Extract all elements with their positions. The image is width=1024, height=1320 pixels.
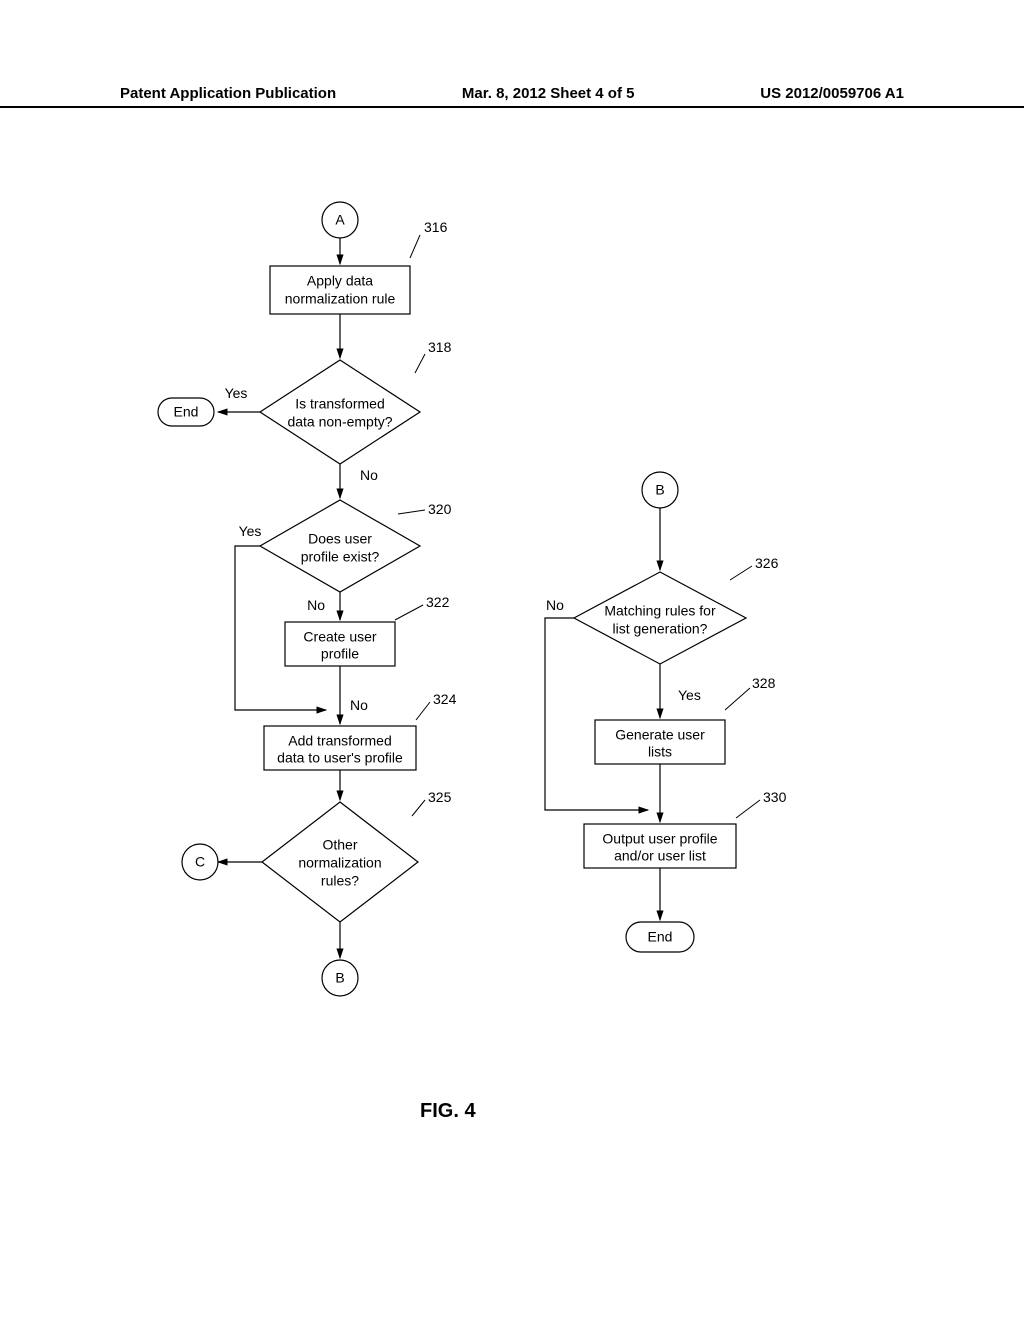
end-right-label: End [648, 929, 673, 945]
ref-318: 318 [428, 339, 452, 355]
label-yes-326: Yes [678, 687, 701, 703]
label-no-at-324: No [350, 697, 368, 713]
step-322-l1: Create user [303, 629, 376, 645]
ref-324: 324 [433, 691, 457, 707]
label-no-318: No [360, 467, 378, 483]
dec-320-l2: profile exist? [301, 549, 380, 565]
connector-b-bottom-label: B [335, 970, 344, 986]
dec-326-l1: Matching rules for [604, 603, 716, 619]
connector-a-label: A [335, 212, 345, 228]
connector-c-label: C [195, 854, 205, 870]
dec-318-l2: data non-empty? [287, 414, 392, 430]
label-yes-320: Yes [239, 523, 262, 539]
ref-326: 326 [755, 555, 779, 571]
flowchart-svg: A Apply data normalization rule 316 Is t… [0, 0, 1024, 1320]
step-324-l2: data to user's profile [277, 750, 403, 766]
ref-320: 320 [428, 501, 452, 517]
step-328-l2: lists [648, 744, 672, 760]
label-yes-318: Yes [225, 385, 248, 401]
step-330-l2: and/or user list [614, 848, 706, 864]
figure-label: FIG. 4 [420, 1100, 476, 1123]
connector-b-right-label: B [655, 482, 664, 498]
step-328-l1: Generate user [615, 727, 705, 743]
ref-325: 325 [428, 789, 452, 805]
label-no-320: No [307, 597, 325, 613]
step-330-l1: Output user profile [602, 831, 717, 847]
dec-325-l3: rules? [321, 873, 359, 889]
dec-325-l1: Other [322, 837, 357, 853]
step-316-l2: normalization rule [285, 291, 396, 307]
decision-318 [260, 360, 420, 464]
dec-318-l1: Is transformed [295, 396, 384, 412]
step-322-l2: profile [321, 646, 359, 662]
dec-325-l2: normalization [298, 855, 381, 871]
ref-328: 328 [752, 675, 776, 691]
ref-330: 330 [763, 789, 787, 805]
dec-320-l1: Does user [308, 531, 372, 547]
end-left-label: End [174, 404, 199, 420]
label-no-326: No [546, 597, 564, 613]
dec-326-l2: list generation? [613, 621, 708, 637]
step-316-l1: Apply data [307, 273, 373, 289]
ref-316: 316 [424, 219, 448, 235]
ref-322: 322 [426, 594, 450, 610]
step-324-l1: Add transformed [288, 733, 392, 749]
